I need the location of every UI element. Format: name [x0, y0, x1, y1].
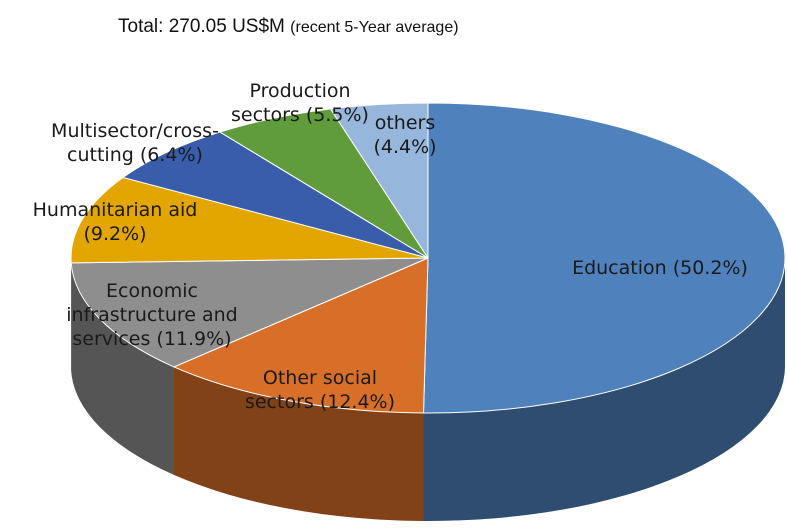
pie-slice [70, 257, 429, 368]
slice-label: Other social sectors (12.4%) [233, 366, 408, 414]
category-name: others [374, 112, 436, 134]
value-label: (11.9%) [156, 328, 232, 350]
value-label: (9.2%) [83, 223, 147, 245]
pie-side [71, 262, 174, 475]
title-block: Total: 270.05 US$M (recent 5-Year averag… [118, 16, 459, 38]
pie-side [173, 366, 424, 521]
value-label: (4.4%) [373, 136, 437, 158]
chart-subtitle: (recent 5-Year average) [290, 19, 459, 36]
pie-side-shade [423, 258, 786, 521]
slice-label: others (4.4%) [360, 111, 450, 159]
value-label: (5.5%) [305, 104, 369, 126]
pie-slice [422, 102, 786, 414]
value-label: (50.2%) [672, 257, 748, 279]
slice-label: Education (50.2%) [530, 256, 787, 280]
pie-slice [329, 102, 429, 260]
category-name: Economic infrastructure and services [66, 280, 238, 350]
pie-slice [70, 176, 429, 264]
pie-slice [172, 257, 429, 414]
slice-label: Multisector/cross-cutting (6.4%) [25, 119, 245, 167]
pie-side [423, 258, 786, 521]
category-name: Education [572, 257, 667, 279]
slice-label: Production sectors (5.5%) [215, 79, 385, 127]
value-label: (6.4%) [139, 144, 203, 166]
pie-side-shade [173, 366, 424, 521]
slice-label: Economic infrastructure and services (11… [60, 279, 245, 351]
category-name: Production sectors [231, 80, 351, 126]
pie-slice [121, 131, 429, 259]
chart-title: Total: 270.05 US$M [118, 16, 285, 37]
pie-side-shade [71, 262, 174, 475]
slice-label: Humanitarian aid (9.2%) [10, 198, 220, 246]
category-name: Humanitarian aid [32, 199, 198, 221]
value-label: (12.4%) [319, 391, 396, 413]
category-name: Other social sectors [244, 367, 378, 413]
category-name: Multisector/cross-cutting [51, 120, 219, 166]
